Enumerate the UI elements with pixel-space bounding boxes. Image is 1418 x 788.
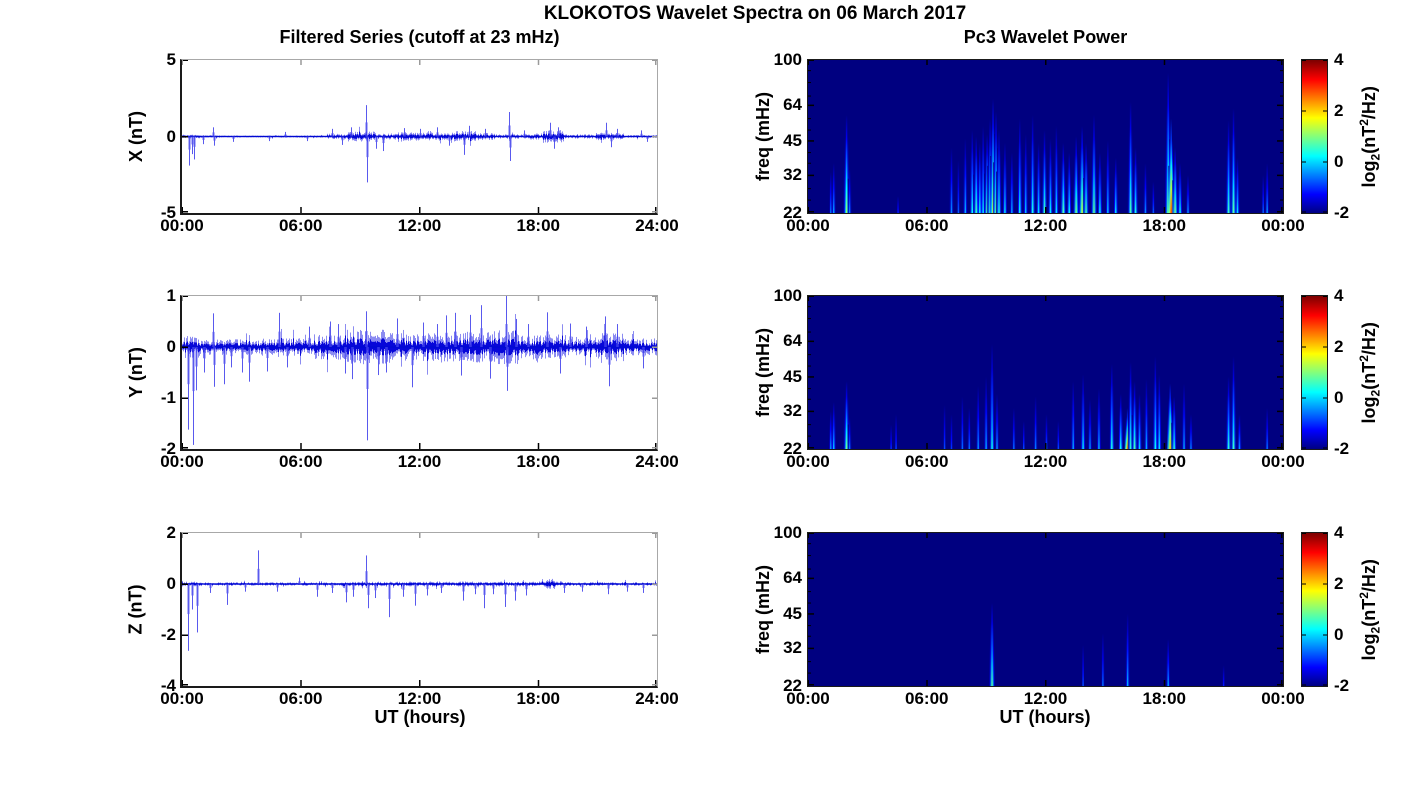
left-column-title: Filtered Series (cutoff at 23 mHz) [279,27,560,47]
colorbar-tick-label: 4 [1334,286,1344,305]
ts-ytick-label: -4 [160,676,176,695]
sp-ytick-label: 32 [783,401,802,421]
ts-ytick-label: 0 [166,574,176,593]
colorbar-tick-label: 4 [1334,50,1344,69]
ts-xtick-label: 00:00 [160,216,204,235]
x-filtered-series-plot [180,59,658,215]
colorbar-z-gradient [1301,532,1328,687]
ts-xtick-label: 18:00 [516,216,560,235]
sp-xtick-label: 06:00 [905,216,949,235]
sp-ytick-label: 100 [773,523,802,542]
ts-xtick-label: 06:00 [279,689,323,708]
sp-xtick-label: 18:00 [1142,452,1186,471]
colorbar-tick-label: 0 [1334,388,1344,407]
colorbar-label-bottom: log2(nT2/Hz) [1352,533,1388,686]
sp-ytick-label: 100 [773,286,802,305]
ts-xtick-label: 18:00 [516,689,560,708]
sp-xtick-label: 00:00 [1261,216,1305,235]
sp-xtick-label: 00:00 [1261,452,1305,471]
colorbar-tick-label: -2 [1334,203,1350,222]
z-axis-ylabel: Z (nT) [118,533,154,686]
sp-ytick-label: 22 [783,439,802,458]
sp-xtick-label: 18:00 [1142,216,1186,235]
colorbar-label-mid: log2(nT2/Hz) [1352,296,1388,449]
figure-title: KLOKOTOS Wavelet Spectra on 06 March 201… [543,3,967,24]
z-wavelet-power-panel [807,532,1284,687]
sp-ytick-label: 22 [783,203,802,222]
sp-ytick-label: 32 [783,638,802,658]
y-wavelet-power-spectrogram [807,295,1284,450]
sp-ytick-label: 64 [783,331,802,351]
ts-ytick-label: -2 [160,439,176,458]
sp-ytick-label: 64 [783,568,802,588]
sp-ytick-label: 22 [783,676,802,695]
sp-ytick-label: 100 [773,50,802,69]
ts-ytick-label: -2 [160,625,176,644]
ts-ytick-label: 1 [166,286,176,305]
colorbar-tick-label: 2 [1334,574,1344,593]
sp-ytick-label: 64 [783,95,802,115]
y-filtered-series-plot [180,295,658,451]
colorbar-tick-label: 0 [1334,152,1344,171]
ts-xtick-label: 24:00 [635,216,679,235]
sp-ytick-label: 45 [783,130,802,150]
sp-xtick-label: 00:00 [786,452,830,471]
sp-xtick-label: 12:00 [1023,689,1068,708]
sp-xtick-label: 12:00 [1023,452,1068,471]
ts-ytick-label: 0 [166,337,176,356]
sp-ytick-label: 45 [783,366,802,386]
z-filtered-series-plot [180,532,658,688]
sp-xtick-label: 00:00 [786,689,830,708]
right-column-title: Pc3 Wavelet Power [963,27,1128,47]
ts-xtick-label: 00:00 [160,689,204,708]
sp-xtick-label: 00:00 [1261,689,1305,708]
right-xaxis-label: UT (hours) [999,707,1091,727]
colorbar-x-gradient [1301,59,1328,214]
ts-xtick-label: 12:00 [397,689,442,708]
ts-ytick-label: -1 [160,388,176,407]
x-filtered-series-panel [180,59,658,215]
z-filtered-series-panel [180,532,658,688]
ts-ytick-label: 2 [166,523,176,542]
colorbar-label-top: log2(nT2/Hz) [1352,60,1388,213]
sp-xtick-label: 00:00 [786,216,830,235]
y-wavelet-power-panel [807,295,1284,450]
ts-xtick-label: 06:00 [279,216,323,235]
colorbar-y-gradient [1301,295,1328,450]
colorbar-tick-label: 0 [1334,625,1344,644]
ts-ytick-label: 0 [166,126,176,146]
colorbar-tick-label: 2 [1334,337,1344,356]
ts-xtick-label: 12:00 [397,216,442,235]
ts-xtick-label: 06:00 [279,452,323,471]
colorbar-y [1301,295,1328,450]
colorbar-z [1301,532,1328,687]
colorbar-tick-label: 4 [1334,523,1344,542]
sp-xtick-label: 18:00 [1142,689,1186,708]
ts-ytick-label: -5 [160,203,176,222]
ts-xtick-label: 18:00 [516,452,560,471]
x-wavelet-power-panel [807,59,1284,214]
ts-xtick-label: 00:00 [160,452,204,471]
colorbar-tick-label: -2 [1334,439,1350,458]
y-axis-ylabel: Y (nT) [118,296,154,449]
ts-xtick-label: 12:00 [397,452,442,471]
ts-xtick-label: 24:00 [635,689,679,708]
x-wavelet-power-spectrogram [807,59,1284,214]
colorbar-tick-label: -2 [1334,676,1350,695]
sp-xtick-label: 06:00 [905,452,949,471]
ts-ytick-label: 5 [166,50,176,69]
sp-xtick-label: 06:00 [905,689,949,708]
sp-xtick-label: 12:00 [1023,216,1068,235]
colorbar-tick-label: 2 [1334,101,1344,120]
z-wavelet-power-spectrogram [807,532,1284,687]
ts-xtick-label: 24:00 [635,452,679,471]
sp-ytick-label: 45 [783,603,802,623]
left-xaxis-label: UT (hours) [374,707,466,727]
y-filtered-series-panel [180,295,658,451]
sp-ytick-label: 32 [783,165,802,185]
colorbar-x [1301,59,1328,214]
